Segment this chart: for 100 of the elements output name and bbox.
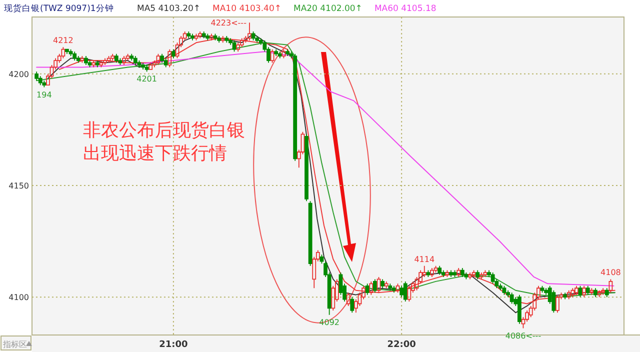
candlestick: [452, 270, 457, 278]
candlestick: [449, 270, 453, 278]
candlestick: [472, 270, 476, 278]
candlestick: [190, 33, 194, 41]
candlestick: [380, 278, 385, 289]
candlestick: [106, 56, 111, 64]
candlestick: [604, 288, 609, 298]
candlestick: [490, 272, 495, 284]
candlestick: [144, 64, 149, 72]
annotation: 194: [36, 90, 52, 100]
candlestick: [400, 285, 404, 298]
candlestick: [110, 53, 115, 61]
candlestick: [518, 294, 522, 324]
candlestick: [586, 285, 590, 296]
candlestick: [213, 33, 218, 41]
candlestick: [76, 56, 80, 64]
candlestick: [160, 53, 164, 64]
candlestick: [456, 268, 461, 278]
annotation: 4114: [414, 254, 435, 264]
candlestick: [510, 292, 514, 304]
x-tick-label: 22:00: [387, 340, 416, 350]
candlestick: [171, 48, 176, 59]
candlestick: [468, 272, 472, 280]
candlestick: [186, 31, 191, 39]
candlestick: [594, 288, 598, 298]
candlestick: [270, 48, 274, 64]
candlestick: [426, 270, 430, 278]
candlestick: [122, 56, 126, 66]
candlestick: [373, 278, 377, 294]
candlestick: [445, 270, 450, 278]
candlestick: [502, 285, 506, 296]
candlestick: [92, 60, 96, 68]
text: MA10 4103.40↑: [212, 4, 282, 14]
annotation: 4108: [600, 268, 621, 278]
y-tick-label: 4200: [8, 70, 29, 79]
candlestick: [61, 46, 66, 59]
candlestick: [407, 285, 412, 302]
candlestick: [438, 265, 442, 276]
candlestick: [476, 270, 480, 280]
annotation: 非农公布后现货白银: [83, 120, 245, 141]
candlestick: [141, 62, 145, 70]
candlestick: [384, 280, 388, 289]
candlestick: [286, 48, 290, 57]
candlestick: [601, 288, 606, 296]
candlestick: [597, 290, 602, 298]
candlestick: [130, 53, 134, 61]
candlestick: [148, 62, 153, 70]
y-tick-label: 4150: [8, 181, 29, 190]
text: MA5 4103.20↑: [137, 4, 201, 14]
candlestick: [255, 36, 260, 44]
candlestick: [80, 56, 84, 64]
candlestick: [556, 294, 560, 314]
candlestick: [498, 283, 502, 291]
annotation: 出现迅速下跌行情: [83, 143, 227, 164]
candlestick: [552, 290, 556, 314]
candlestick: [236, 42, 240, 52]
candlestick: [483, 270, 488, 278]
candlestick: [388, 283, 392, 291]
candlestick: [198, 31, 202, 39]
candlestick: [34, 71, 39, 82]
candlestick: [304, 134, 308, 202]
candlestick: [88, 60, 92, 68]
candlestick: [232, 40, 236, 52]
chart-title: 现货白银(TWZ 9097)1分钟: [4, 3, 114, 14]
annotation: 4212: [53, 36, 74, 46]
candlestick: [346, 292, 350, 306]
candlestick: [168, 48, 172, 68]
candlestick: [369, 280, 374, 296]
candlestick: [479, 272, 484, 280]
candlestick: [202, 31, 206, 39]
candlestick: [114, 53, 118, 64]
candlestick: [582, 285, 586, 298]
candlestick: [194, 33, 198, 41]
candlestick: [441, 270, 446, 278]
candlestick: [210, 33, 214, 41]
candlestick: [206, 33, 210, 41]
candlestick: [118, 58, 122, 66]
candlestick: [540, 285, 544, 294]
candlestick: [403, 280, 408, 302]
text: MA20 4102.00↑: [293, 4, 362, 14]
candlestick: [84, 56, 88, 66]
candlestick: [224, 36, 229, 44]
candlestick: [464, 272, 468, 280]
candlestick: [68, 48, 73, 57]
candlestick: [293, 53, 298, 162]
candlestick: [566, 290, 571, 300]
candlestick: [95, 60, 100, 68]
candlestick: [376, 276, 381, 294]
candlestick: [99, 60, 104, 68]
candlestick: [156, 53, 160, 66]
annotation: 4201: [136, 74, 157, 84]
candlestick: [65, 48, 69, 54]
candlestick: [392, 285, 396, 294]
candlestick: [248, 22, 252, 41]
candlestick: [240, 38, 244, 48]
candlestick: [570, 288, 575, 298]
candlestick: [38, 76, 42, 86]
candlestick: [278, 51, 282, 59]
candlestick: [164, 58, 168, 68]
text: MA60 4105.18: [374, 4, 436, 14]
